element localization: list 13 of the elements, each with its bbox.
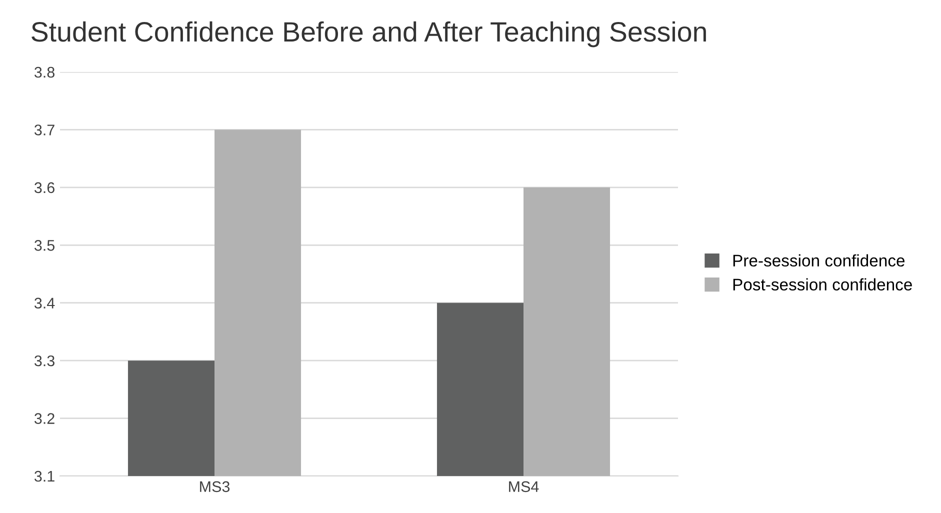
chart-title: Student Confidence Before and After Teaching Session [32, 21, 706, 48]
legend-label: Pre-session confidence [733, 254, 905, 267]
y-tick-label: 3.3 [34, 355, 54, 366]
x-tick-label: MS4 [509, 481, 539, 492]
y-tick-label: 3.2 [34, 413, 54, 424]
x-tick-label: MS3 [200, 481, 230, 492]
y-tick-label: 3.5 [34, 240, 54, 251]
y-tick-label: 3.1 [34, 470, 54, 482]
y-tick-label: 3.4 [34, 298, 55, 309]
y-tick-label: 3.8 [34, 66, 54, 78]
y-tick-label: 3.6 [34, 182, 54, 194]
legend-label: Post-session confidence [733, 278, 912, 290]
y-tick-label: 3.7 [34, 124, 54, 136]
